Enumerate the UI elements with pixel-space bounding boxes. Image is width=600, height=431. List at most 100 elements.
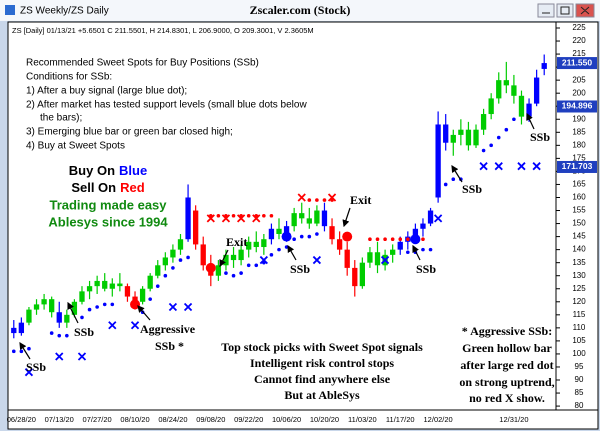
candle-body bbox=[147, 275, 153, 289]
candle-body bbox=[488, 98, 494, 115]
x-marker bbox=[221, 214, 231, 223]
support-dot bbox=[49, 331, 54, 335]
signal-dot bbox=[342, 231, 353, 242]
candle-body bbox=[336, 239, 343, 250]
support-dot bbox=[246, 263, 251, 268]
signal-dot bbox=[410, 234, 421, 245]
support-dot bbox=[421, 247, 425, 252]
candle-body bbox=[117, 283, 123, 287]
signal-dot bbox=[130, 299, 141, 310]
x-tick-label: 06/28/20 bbox=[7, 415, 36, 424]
price-label: 171.703 bbox=[562, 161, 593, 171]
aggressive-note: * Aggressive SSb: Green hollow bar after… bbox=[459, 324, 554, 405]
candle-body bbox=[306, 218, 312, 224]
slogan: Buy On Blue Sell On Red Trading made easy … bbox=[48, 163, 168, 229]
y-tick-label: 165 bbox=[572, 180, 586, 189]
x-marker bbox=[494, 162, 503, 171]
support-dot bbox=[155, 284, 160, 288]
support-dot bbox=[284, 245, 289, 249]
note-line: 2) After market has tested support level… bbox=[26, 100, 307, 111]
candle-body bbox=[367, 252, 373, 263]
candle-body bbox=[223, 254, 229, 266]
candle-body bbox=[443, 124, 449, 143]
note-line: Green hollow bar bbox=[462, 341, 552, 355]
candle-body bbox=[435, 124, 441, 198]
x-tick-label: 09/22/20 bbox=[234, 415, 263, 424]
annotation: SSb * bbox=[155, 339, 184, 353]
slogan-line: Trading made easy bbox=[49, 197, 167, 212]
promo-line: Cannot find anywhere else bbox=[254, 372, 391, 386]
y-tick-label: 175 bbox=[572, 153, 586, 162]
support-dot bbox=[224, 271, 228, 275]
support-dot bbox=[315, 232, 319, 236]
minimize-button[interactable] bbox=[537, 3, 555, 18]
annotation: Exit bbox=[226, 235, 247, 249]
candle-body bbox=[109, 283, 115, 289]
x-marker bbox=[517, 162, 526, 171]
candle-body bbox=[124, 286, 131, 297]
support-dot bbox=[148, 297, 152, 301]
support-dot bbox=[65, 333, 69, 338]
candle-body bbox=[299, 213, 305, 219]
maximize-button[interactable] bbox=[556, 3, 574, 18]
x-tick-label: 11/17/20 bbox=[386, 415, 415, 424]
window-controls[interactable] bbox=[537, 3, 595, 18]
candle-body bbox=[473, 129, 479, 146]
candle-body bbox=[41, 299, 47, 305]
candle-body bbox=[533, 77, 540, 104]
x-marker bbox=[327, 193, 337, 202]
candle-body bbox=[458, 129, 464, 135]
support-dot bbox=[421, 237, 425, 242]
annotations: SSb SSb Aggressive SSb * Exit Exit SSb S… bbox=[19, 112, 550, 374]
support-dot bbox=[481, 148, 486, 153]
price-label-box bbox=[557, 57, 597, 70]
slogan-text: Buy On bbox=[69, 163, 115, 178]
support-dot bbox=[299, 234, 304, 239]
x-marker bbox=[312, 255, 322, 265]
support-dot bbox=[368, 237, 372, 242]
y-tick-label: 140 bbox=[572, 245, 586, 254]
note-line: 3) Emerging blue bar or green bar closed… bbox=[26, 127, 233, 138]
candle-body bbox=[86, 286, 93, 292]
note-line: 1) After a buy signal (large blue dot); bbox=[26, 86, 187, 97]
slogan-line: Ablesys since 1994 bbox=[48, 214, 168, 229]
annotation: Aggressive bbox=[140, 322, 196, 336]
candle-body bbox=[450, 134, 456, 143]
candle-body bbox=[412, 228, 419, 237]
candle-body bbox=[359, 262, 366, 287]
support-dot bbox=[27, 346, 31, 351]
y-tick-label: 150 bbox=[572, 219, 586, 228]
x-marker bbox=[479, 162, 488, 171]
x-tick-label: 10/20/20 bbox=[310, 415, 339, 424]
annotation: SSb bbox=[530, 130, 550, 144]
support-dot bbox=[254, 263, 259, 268]
support-dot bbox=[57, 333, 62, 338]
y-tick-label: 85 bbox=[575, 388, 584, 397]
note-line: on strong uptrend, bbox=[459, 375, 554, 389]
candle-body bbox=[283, 226, 290, 234]
x-tick-label: 09/08/20 bbox=[196, 415, 225, 424]
x-marker bbox=[433, 214, 443, 223]
y-tick-label: 120 bbox=[572, 297, 586, 306]
y-tick-label: 200 bbox=[572, 88, 586, 97]
candle-body bbox=[49, 299, 55, 313]
x-marker bbox=[108, 321, 117, 330]
candle-body bbox=[268, 228, 275, 240]
note-line: no red X show. bbox=[469, 391, 545, 405]
x-tick-label: 12/02/20 bbox=[424, 415, 453, 424]
candle-body bbox=[420, 223, 426, 229]
support-dot bbox=[95, 305, 99, 309]
y-tick-label: 100 bbox=[572, 349, 586, 358]
plot bbox=[11, 54, 547, 377]
y-tick-label: 185 bbox=[572, 127, 586, 136]
support-dot bbox=[512, 117, 516, 122]
support-dot bbox=[443, 182, 448, 187]
candle-body bbox=[276, 228, 282, 234]
candle-body bbox=[329, 226, 335, 240]
y-tick-label: 205 bbox=[572, 75, 586, 84]
support-dot bbox=[246, 213, 251, 218]
candle-body bbox=[26, 309, 32, 323]
support-dot bbox=[231, 273, 236, 278]
candle-body bbox=[238, 249, 244, 261]
candle-body bbox=[480, 114, 487, 130]
